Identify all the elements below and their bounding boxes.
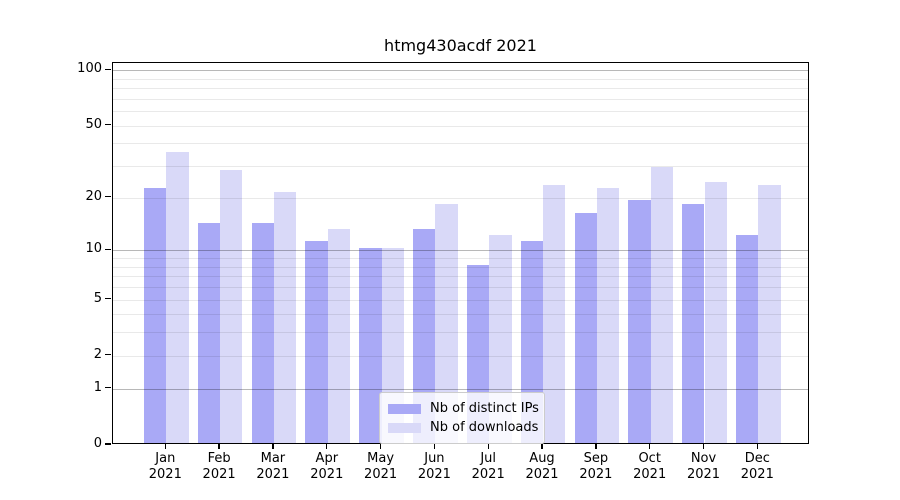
y-tick-label-2: 2: [93, 346, 102, 362]
y-tick-label-50: 50: [85, 116, 102, 132]
legend-item-distinct-ips: Nb of distinct IPs: [388, 399, 539, 418]
y-tick-10: [105, 248, 111, 250]
x-tick-dec: [756, 444, 758, 449]
gridline-minor-9: [113, 258, 808, 259]
x-tick-may: [379, 444, 382, 449]
bar-ips-apr: [305, 241, 328, 443]
x-tick-sep: [595, 444, 597, 449]
gridline-major-100: [113, 70, 808, 72]
x-tick-label-jul: Jul 2021: [471, 451, 505, 482]
y-tick-20: [105, 196, 111, 198]
plot-area: [112, 62, 809, 444]
chart-title: htmg430acdf 2021: [384, 36, 537, 55]
x-tick-label-aug: Aug 2021: [525, 451, 559, 482]
bar-downloads-dec: [758, 184, 781, 443]
gridline-major-1: [113, 388, 808, 390]
bar-ips-may: [359, 248, 382, 443]
x-tick-label-sep: Sep 2021: [579, 451, 613, 482]
y-tick-5: [105, 297, 111, 300]
gridline-minor-80: [113, 88, 808, 90]
x-tick-apr: [326, 444, 328, 449]
bar-ips-mar: [251, 223, 274, 443]
y-tick-2: [105, 354, 111, 356]
bar-downloads-jun: [435, 203, 458, 443]
x-tick-mar: [272, 444, 274, 449]
x-tick-label-may: May 2021: [364, 451, 398, 482]
x-tick-nov: [702, 444, 705, 449]
gridline-minor-6: [113, 287, 808, 288]
legend-label-downloads: Nb of downloads: [430, 420, 539, 435]
bar-ips-oct: [628, 199, 651, 443]
bar-downloads-aug: [543, 184, 566, 443]
gridline-minor-5: [113, 299, 808, 301]
gridline-minor-90: [113, 78, 808, 80]
x-tick-jan: [164, 444, 166, 449]
y-tick-label-20: 20: [85, 188, 102, 204]
y-tick-label-5: 5: [93, 290, 102, 306]
y-tick-100: [105, 68, 111, 70]
bar-downloads-nov: [704, 181, 727, 443]
gridline-minor-20: [113, 197, 808, 199]
x-tick-label-nov: Nov 2021: [686, 451, 721, 482]
bar-downloads-jul: [489, 234, 512, 443]
y-tick-label-100: 100: [77, 61, 102, 77]
legend: Nb of distinct IPs Nb of downloads: [379, 392, 545, 444]
bar-ips-feb: [197, 223, 221, 443]
y-tick-label-1: 1: [93, 379, 102, 395]
bar-downloads-jan: [166, 152, 189, 443]
gridline-minor-30: [113, 166, 808, 168]
x-tick-oct: [649, 444, 651, 449]
x-tick-feb: [218, 444, 220, 449]
gridline-minor-4: [113, 314, 808, 316]
bar-ips-jan: [143, 188, 167, 443]
gridline-minor-2: [113, 355, 808, 357]
x-tick-jul: [487, 444, 489, 449]
gridline-minor-8: [113, 266, 808, 268]
x-tick-label-dec: Dec 2021: [740, 451, 774, 482]
bar-downloads-feb: [220, 169, 243, 443]
gridline-minor-50: [113, 125, 808, 127]
gridline-minor-70: [113, 98, 808, 100]
x-tick-aug: [541, 444, 543, 449]
bar-downloads-oct: [650, 166, 674, 443]
legend-label-distinct-ips: Nb of distinct IPs: [430, 401, 539, 416]
bar-downloads-sep: [596, 188, 620, 443]
x-tick-label-oct: Oct 2021: [633, 451, 667, 482]
y-tick-label-10: 10: [85, 241, 102, 257]
x-tick-label-mar: Mar 2021: [256, 451, 290, 482]
x-tick-label-jun: Jun 2021: [417, 451, 451, 482]
y-tick-0: [105, 443, 111, 445]
bar-downloads-apr: [327, 228, 351, 443]
y-tick-1: [105, 387, 111, 389]
bar-ips-sep: [574, 212, 597, 443]
x-tick-jun: [433, 444, 436, 449]
gridline-minor-40: [113, 143, 808, 145]
gridline-minor-3: [113, 332, 808, 334]
gridline-minor-7: [113, 276, 808, 278]
gridline-major-10: [113, 250, 808, 252]
legend-swatch-downloads: [388, 422, 421, 433]
bar-ips-jun: [413, 228, 436, 443]
x-tick-label-jan: Jan 2021: [148, 451, 182, 482]
legend-item-downloads: Nb of downloads: [388, 418, 539, 437]
bar-downloads-mar: [273, 192, 297, 443]
y-tick-label-0: 0: [93, 436, 102, 451]
y-tick-50: [105, 124, 111, 126]
legend-swatch-distinct-ips: [388, 403, 421, 414]
bar-ips-nov: [682, 203, 705, 443]
x-tick-label-feb: Feb 2021: [202, 451, 236, 482]
x-tick-label-apr: Apr 2021: [310, 451, 344, 482]
gridline-minor-60: [113, 111, 808, 113]
bar-ips-dec: [735, 234, 759, 443]
